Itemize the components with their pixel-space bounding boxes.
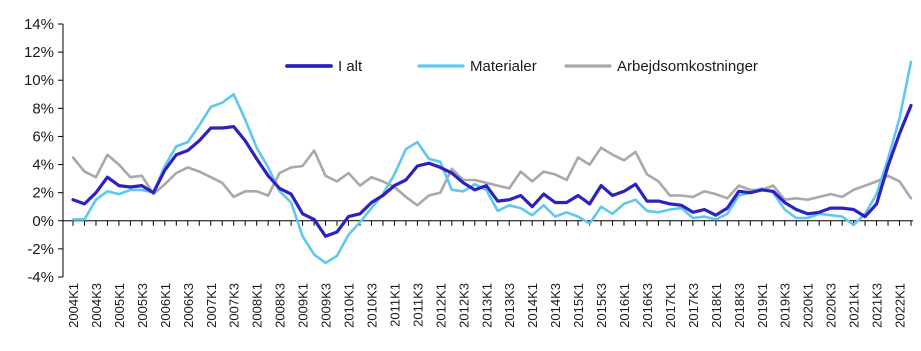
legend-label-arbejdsomkostninger: Arbejdsomkostninger: [617, 58, 758, 75]
legend: I alt Materialer Arbejdsomkostninger: [285, 58, 758, 75]
x-tick-label: 2011K3: [410, 283, 425, 327]
series-line-materialer: [71, 60, 913, 265]
y-tick-label: 14%: [24, 16, 54, 33]
x-tick-label: 2008K3: [273, 283, 288, 328]
x-tick-label: 2014K3: [548, 283, 563, 328]
legend-label-i-alt: I alt: [338, 58, 363, 75]
x-tick-label: 2009K1: [296, 283, 311, 328]
x-tick-label: 2021K1: [847, 283, 862, 328]
series-line-i-alt: [71, 103, 913, 238]
x-tick-label: 2005K1: [112, 283, 127, 328]
x-tick-label: 2008K1: [250, 283, 265, 328]
x-tick-label: 2009K3: [319, 283, 334, 328]
legend-item-i-alt: I alt: [285, 58, 363, 75]
x-tick-label: 2014K1: [525, 283, 540, 328]
series-lines: [71, 60, 913, 265]
x-tick-label: 2006K1: [158, 283, 173, 328]
x-tick-label: 2016K3: [640, 283, 655, 328]
x-tick-label: 2017K3: [686, 283, 701, 328]
x-tick-label: 2013K1: [479, 283, 494, 328]
y-tick-label: 2%: [32, 185, 54, 202]
x-tick-label: 2017K1: [663, 283, 678, 328]
x-tick-label: 2004K3: [89, 283, 104, 328]
y-tick-label: -2%: [27, 241, 54, 258]
x-tick-label: 2018K3: [732, 283, 747, 328]
x-tick-label: 2006K3: [181, 283, 196, 328]
x-tick-label: 2011K1: [387, 283, 402, 327]
y-tick-label: 6%: [32, 128, 54, 145]
x-tick-label: 2005K3: [135, 283, 150, 328]
x-tick-label: 2010K3: [364, 283, 379, 328]
legend-label-materialer: Materialer: [470, 58, 537, 75]
x-tick-label: 2007K3: [227, 283, 242, 328]
x-tick-label: 2022K1: [893, 283, 908, 328]
x-tick-label: 2013K3: [502, 283, 517, 328]
y-tick-label: 4%: [32, 157, 54, 174]
x-axis-ticks: 2004K1 2004K3 2005K1 2005K3 2006K1 2006K3 2007…: [66, 220, 912, 328]
x-tick-label: 2018K1: [709, 283, 724, 328]
x-tick-label: 2019K1: [755, 283, 770, 328]
x-tick-label: 2020K3: [824, 283, 839, 328]
chart-axes: [62, 24, 913, 277]
y-tick-label: -4%: [27, 269, 54, 286]
series-line-arbejdsomkostninger: [71, 146, 913, 207]
y-tick-label: 8%: [32, 100, 54, 117]
x-tick-label: 2012K3: [456, 283, 471, 328]
x-tick-label: 2019K3: [778, 283, 793, 328]
x-tick-label: 2007K1: [204, 283, 219, 328]
x-tick-label: 2020K1: [801, 283, 816, 328]
y-tick-label: 12%: [24, 44, 54, 61]
legend-item-arbejdsomkostninger: Arbejdsomkostninger: [564, 58, 758, 75]
x-tick-label: 2021K3: [870, 283, 885, 328]
x-tick-label: 2004K1: [66, 283, 81, 328]
legend-item-materialer: Materialer: [417, 58, 537, 75]
x-tick-label: 2010K1: [342, 283, 357, 328]
x-tick-label: 2015K1: [571, 283, 586, 328]
y-axis-ticks: -4% -2% 0% 2% 4% 6% 8% 10% 12% 14%: [24, 16, 63, 286]
y-tick-label: 0%: [32, 213, 54, 230]
y-tick-label: 10%: [24, 72, 54, 89]
x-tick-label: 2016K1: [617, 283, 632, 328]
x-tick-label: 2015K3: [594, 283, 609, 328]
x-tick-label: 2012K1: [433, 283, 448, 328]
